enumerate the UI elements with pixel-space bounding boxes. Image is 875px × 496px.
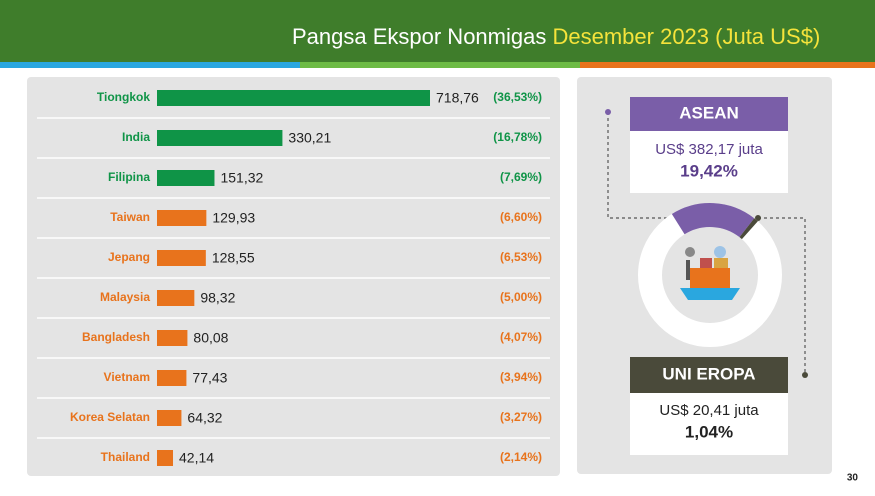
bar — [157, 210, 207, 226]
value-label: 129,93 — [212, 210, 255, 226]
category-label: Jepang — [108, 250, 150, 264]
value-label: 42,14 — [179, 450, 214, 466]
asean-amount: US$ 382,17 juta — [655, 141, 763, 158]
value-label: 151,32 — [220, 170, 263, 186]
share-label: (4,07%) — [500, 330, 542, 344]
value-label: 98,32 — [200, 290, 235, 306]
share-label: (5,00%) — [500, 290, 542, 304]
bar — [157, 370, 187, 386]
stripe — [580, 62, 875, 68]
asean-box — [630, 131, 788, 193]
eu-amount: US$ 20,41 juta — [659, 402, 759, 419]
category-label: Thailand — [101, 450, 150, 464]
category-label: Vietnam — [104, 370, 150, 384]
title-main: Pangsa Ekspor Nonmigas — [292, 24, 546, 49]
bar — [157, 450, 174, 466]
bar — [157, 130, 283, 146]
bar — [157, 170, 215, 186]
value-label: 64,32 — [187, 410, 222, 426]
stripe — [300, 62, 580, 68]
category-label: Filipina — [108, 170, 150, 184]
value-label: 77,43 — [192, 370, 227, 386]
category-label: India — [122, 130, 150, 144]
bar — [157, 330, 188, 346]
share-label: (3,27%) — [500, 410, 542, 424]
share-label: (2,14%) — [500, 450, 542, 464]
title: Pangsa Ekspor Nonmigas Desember 2023 (Ju… — [292, 24, 820, 49]
category-label: Taiwan — [110, 210, 150, 224]
category-label: Bangladesh — [82, 330, 150, 344]
page-number: 30 — [847, 473, 859, 484]
connector — [758, 217, 806, 375]
asean-share: 19,42% — [680, 161, 738, 180]
connector-dot — [755, 215, 761, 221]
asean-header — [630, 97, 788, 131]
donut-segment — [671, 203, 755, 238]
value-label: 80,08 — [193, 330, 228, 346]
share-label: (16,78%) — [493, 130, 542, 144]
asean-name: ASEAN — [679, 103, 739, 122]
eu-box — [630, 393, 788, 455]
connector-dot — [802, 372, 808, 378]
category-label: Malaysia — [100, 290, 150, 304]
title-highlight: Desember 2023 (Juta US$) — [552, 24, 820, 49]
bar — [157, 290, 195, 306]
share-label: (6,53%) — [500, 250, 542, 264]
eu-name: UNI EROPA — [662, 364, 755, 383]
value-label: 718,76 — [436, 90, 479, 106]
bar — [157, 90, 430, 106]
share-label: (36,53%) — [493, 90, 542, 104]
eu-header — [630, 357, 788, 393]
donut-segment — [739, 218, 758, 240]
share-label: (7,69%) — [500, 170, 542, 184]
stripe — [0, 62, 300, 68]
value-label: 128,55 — [212, 250, 255, 266]
bar — [157, 410, 182, 426]
ship-icon — [680, 246, 740, 300]
eu-share: 1,04% — [685, 422, 733, 441]
share-label: (3,94%) — [500, 370, 542, 384]
header — [0, 0, 875, 62]
value-label: 330,21 — [288, 130, 331, 146]
bar — [157, 250, 206, 266]
share-label: (6,60%) — [500, 210, 542, 224]
category-label: Korea Selatan — [70, 410, 150, 424]
connector-dot — [605, 109, 611, 115]
category-label: Tiongkok — [97, 90, 150, 104]
